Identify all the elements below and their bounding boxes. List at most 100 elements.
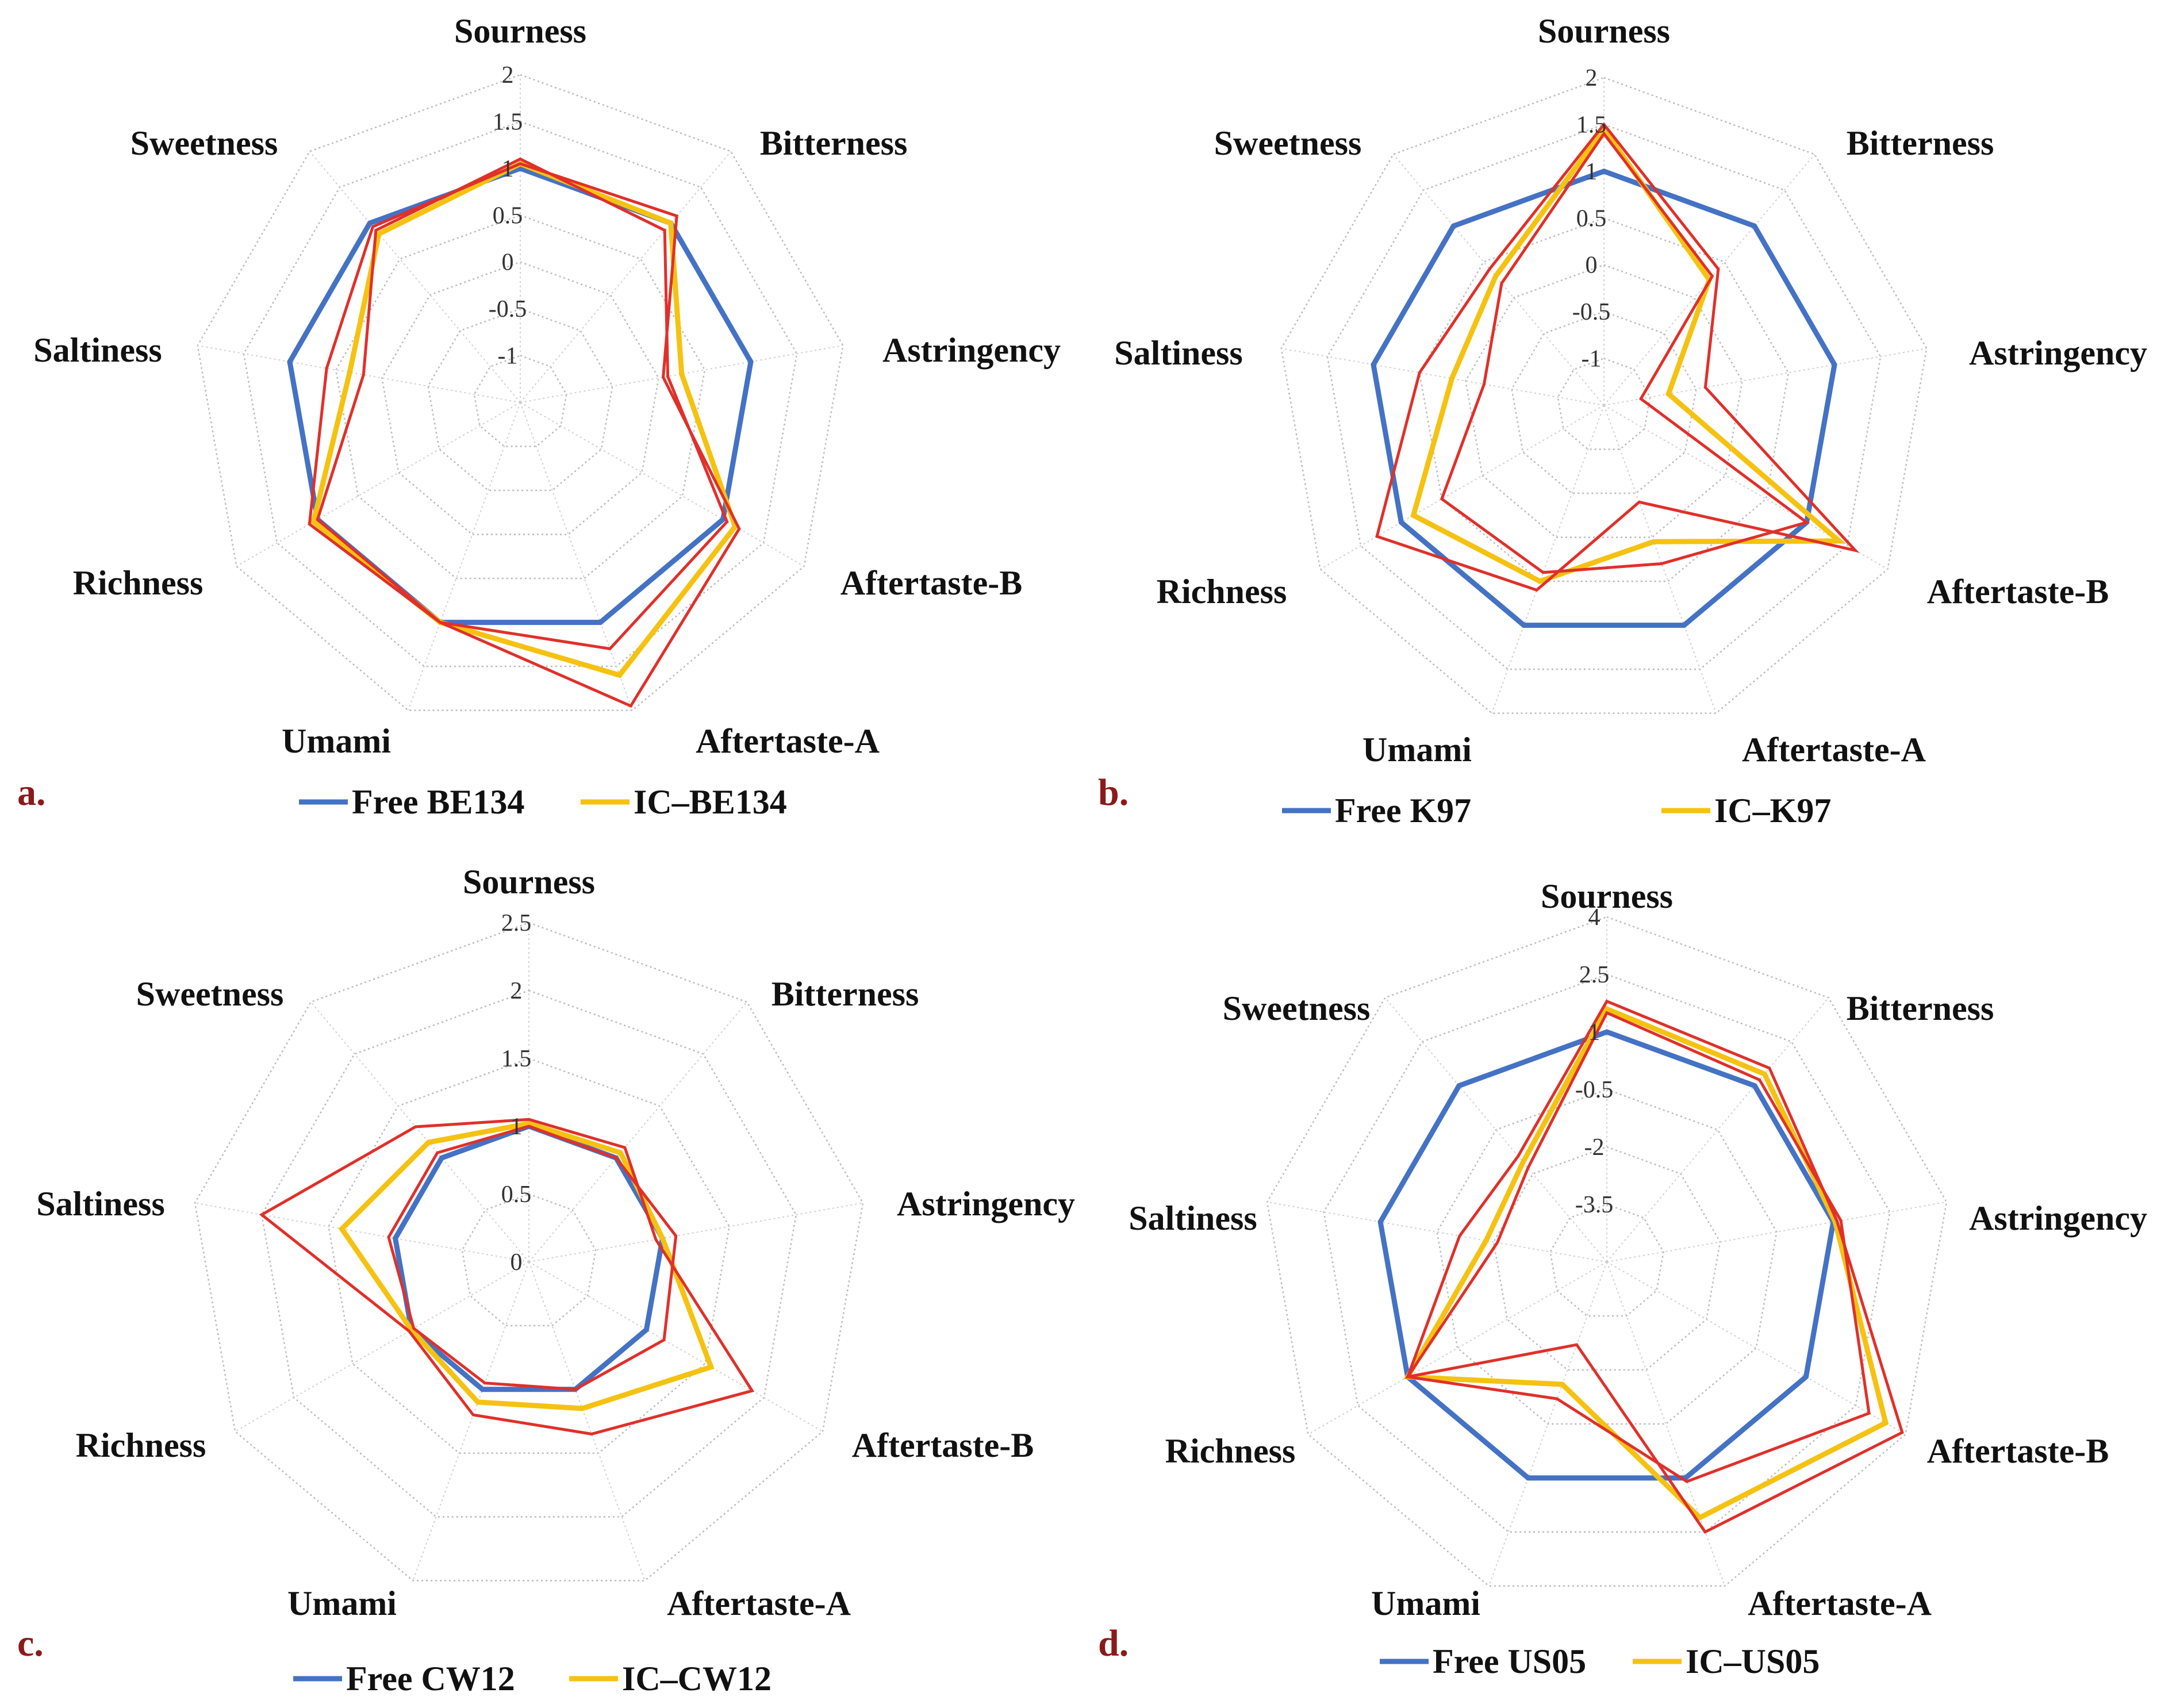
series-line-free-k97 xyxy=(1371,168,1837,628)
series-line-unlabeled-2 xyxy=(308,162,741,708)
axis-label-astringency: Astringency xyxy=(1969,1199,2147,1237)
series-line-ic-be134 xyxy=(310,160,738,678)
grid-ring xyxy=(1492,1146,1721,1371)
series-line-free-be134 xyxy=(287,166,754,625)
series-line-ic-k97 xyxy=(1410,124,1847,584)
series-line-free-cw12 xyxy=(392,1123,666,1392)
tick-label: 0.5 xyxy=(1576,205,1607,232)
axis-label-umami: Umami xyxy=(282,722,391,760)
axis-label-bitterness: Bitterness xyxy=(1847,989,1994,1027)
series-line-unlabeled-3 xyxy=(1405,1011,1871,1483)
grid-spoke xyxy=(520,345,843,403)
legend-label: IC–K97 xyxy=(1714,792,1831,830)
tick-label: -0.5 xyxy=(1572,299,1611,325)
tick-label: 1.5 xyxy=(1576,112,1607,138)
panel-letter: c. xyxy=(17,1622,44,1664)
grid-ring xyxy=(1549,1203,1664,1317)
tick-label: 4 xyxy=(1588,904,1601,931)
series-line-unlabeled-3 xyxy=(387,1124,678,1391)
grid-spoke xyxy=(528,1202,863,1262)
tick-label: 1.5 xyxy=(501,1046,532,1072)
axis-label-saltiness: Saltiness xyxy=(1129,1199,1257,1237)
grid-ring xyxy=(1326,124,1882,670)
legend-label: IC–BE134 xyxy=(634,783,787,821)
legend-label: IC–US05 xyxy=(1686,1642,1820,1680)
series-line-unlabeled-3 xyxy=(316,157,729,651)
tick-label: 0.5 xyxy=(501,1181,532,1208)
grid-spoke xyxy=(309,151,521,403)
radar-panel-2: 0 0.5 1 1.5 2 2.5 Sourness Bitterness Astringenc… xyxy=(17,863,1075,1698)
tick-label: 2 xyxy=(511,978,523,1004)
grid-ring xyxy=(1557,358,1651,450)
legend-label: Free CW12 xyxy=(346,1660,515,1698)
axis-label-bitterness: Bitterness xyxy=(1847,124,1994,162)
tick-label: -3.5 xyxy=(1575,1192,1614,1218)
grid-spoke xyxy=(1281,348,1605,406)
legend-label: IC–CW12 xyxy=(622,1660,772,1698)
axis-label-umami: Umami xyxy=(1362,731,1472,769)
panel-letter: b. xyxy=(1098,772,1129,813)
grid-spoke xyxy=(528,1261,646,1581)
grid-ring xyxy=(335,214,706,579)
tick-label: 2.5 xyxy=(1579,962,1610,988)
grid-spoke xyxy=(1603,405,1717,713)
radar-panel-0: -1 -0.5 0 0.5 1 1.5 2 Sourness Bitterness Astring… xyxy=(17,12,1061,821)
axis-label-bitterness: Bitterness xyxy=(760,124,908,162)
axis-label-astringency: Astringency xyxy=(882,331,1061,369)
tick-label: 2 xyxy=(502,62,514,89)
series-line-unlabeled-2 xyxy=(1405,999,1904,1534)
tick-label: 1 xyxy=(1588,1019,1601,1046)
grid-spoke xyxy=(1606,1261,1726,1587)
axis-label-saltiness: Saltiness xyxy=(36,1185,164,1223)
axis-label-bitterness: Bitterness xyxy=(772,975,919,1013)
axis-label-astringency: Astringency xyxy=(897,1185,1075,1223)
axis-label-aftertaste-a: Aftertaste-A xyxy=(1748,1584,1932,1622)
axis-label-sweetness: Sweetness xyxy=(1223,989,1371,1027)
grid-ring xyxy=(381,261,659,535)
series-line-unlabeled-2 xyxy=(259,1118,755,1436)
legend-label: Free K97 xyxy=(1335,792,1471,830)
grid-spoke xyxy=(528,1001,747,1262)
grid-spoke xyxy=(1603,348,1927,406)
axis-label-sourness: Sourness xyxy=(1541,877,1673,915)
grid-spoke xyxy=(235,1261,529,1432)
tick-label: 1 xyxy=(502,156,514,182)
axis-label-richness: Richness xyxy=(76,1426,206,1464)
grid-spoke xyxy=(520,402,805,567)
grid-ring xyxy=(461,1193,597,1327)
grid-ring xyxy=(427,308,613,492)
grid-spoke xyxy=(408,402,521,711)
tick-label: -1 xyxy=(1582,346,1602,373)
tick-label: -2 xyxy=(1584,1134,1605,1161)
tick-label: 2.5 xyxy=(501,910,532,936)
grid-spoke xyxy=(1491,405,1605,713)
panel-letter: d. xyxy=(1098,1622,1129,1664)
axis-label-astringency: Astringency xyxy=(1969,334,2147,372)
axis-label-aftertaste-a: Aftertaste-A xyxy=(1742,731,1926,769)
grid-ring xyxy=(1465,264,1743,538)
grid-ring xyxy=(1280,76,1928,714)
tick-label: 1 xyxy=(511,1114,523,1140)
axis-label-sweetness: Sweetness xyxy=(136,975,284,1013)
series-line-unlabeled-2 xyxy=(1375,122,1860,592)
grid-spoke xyxy=(1266,1201,1607,1262)
radar-panel-1: -1 -0.5 0 0.5 1 1.5 2 Sourness Bitterness Astring… xyxy=(1098,12,2147,830)
tick-label: 2 xyxy=(1586,65,1598,91)
grid-spoke xyxy=(528,1261,823,1432)
grid-spoke xyxy=(520,402,633,711)
legend-label: Free BE134 xyxy=(352,783,525,821)
tick-label: 0 xyxy=(1586,252,1598,279)
axis-label-aftertaste-b: Aftertaste-B xyxy=(852,1426,1034,1464)
axis-label-saltiness: Saltiness xyxy=(1114,334,1242,372)
axis-label-aftertaste-b: Aftertaste-B xyxy=(1927,1432,2109,1470)
tick-label: -1 xyxy=(498,343,518,370)
tick-label: -0.5 xyxy=(1575,1077,1614,1103)
grid-ring xyxy=(243,121,798,667)
axis-label-saltiness: Saltiness xyxy=(33,331,162,369)
grid-spoke xyxy=(310,1001,529,1262)
grid-spoke xyxy=(1603,153,1816,406)
grid-ring xyxy=(197,74,844,711)
